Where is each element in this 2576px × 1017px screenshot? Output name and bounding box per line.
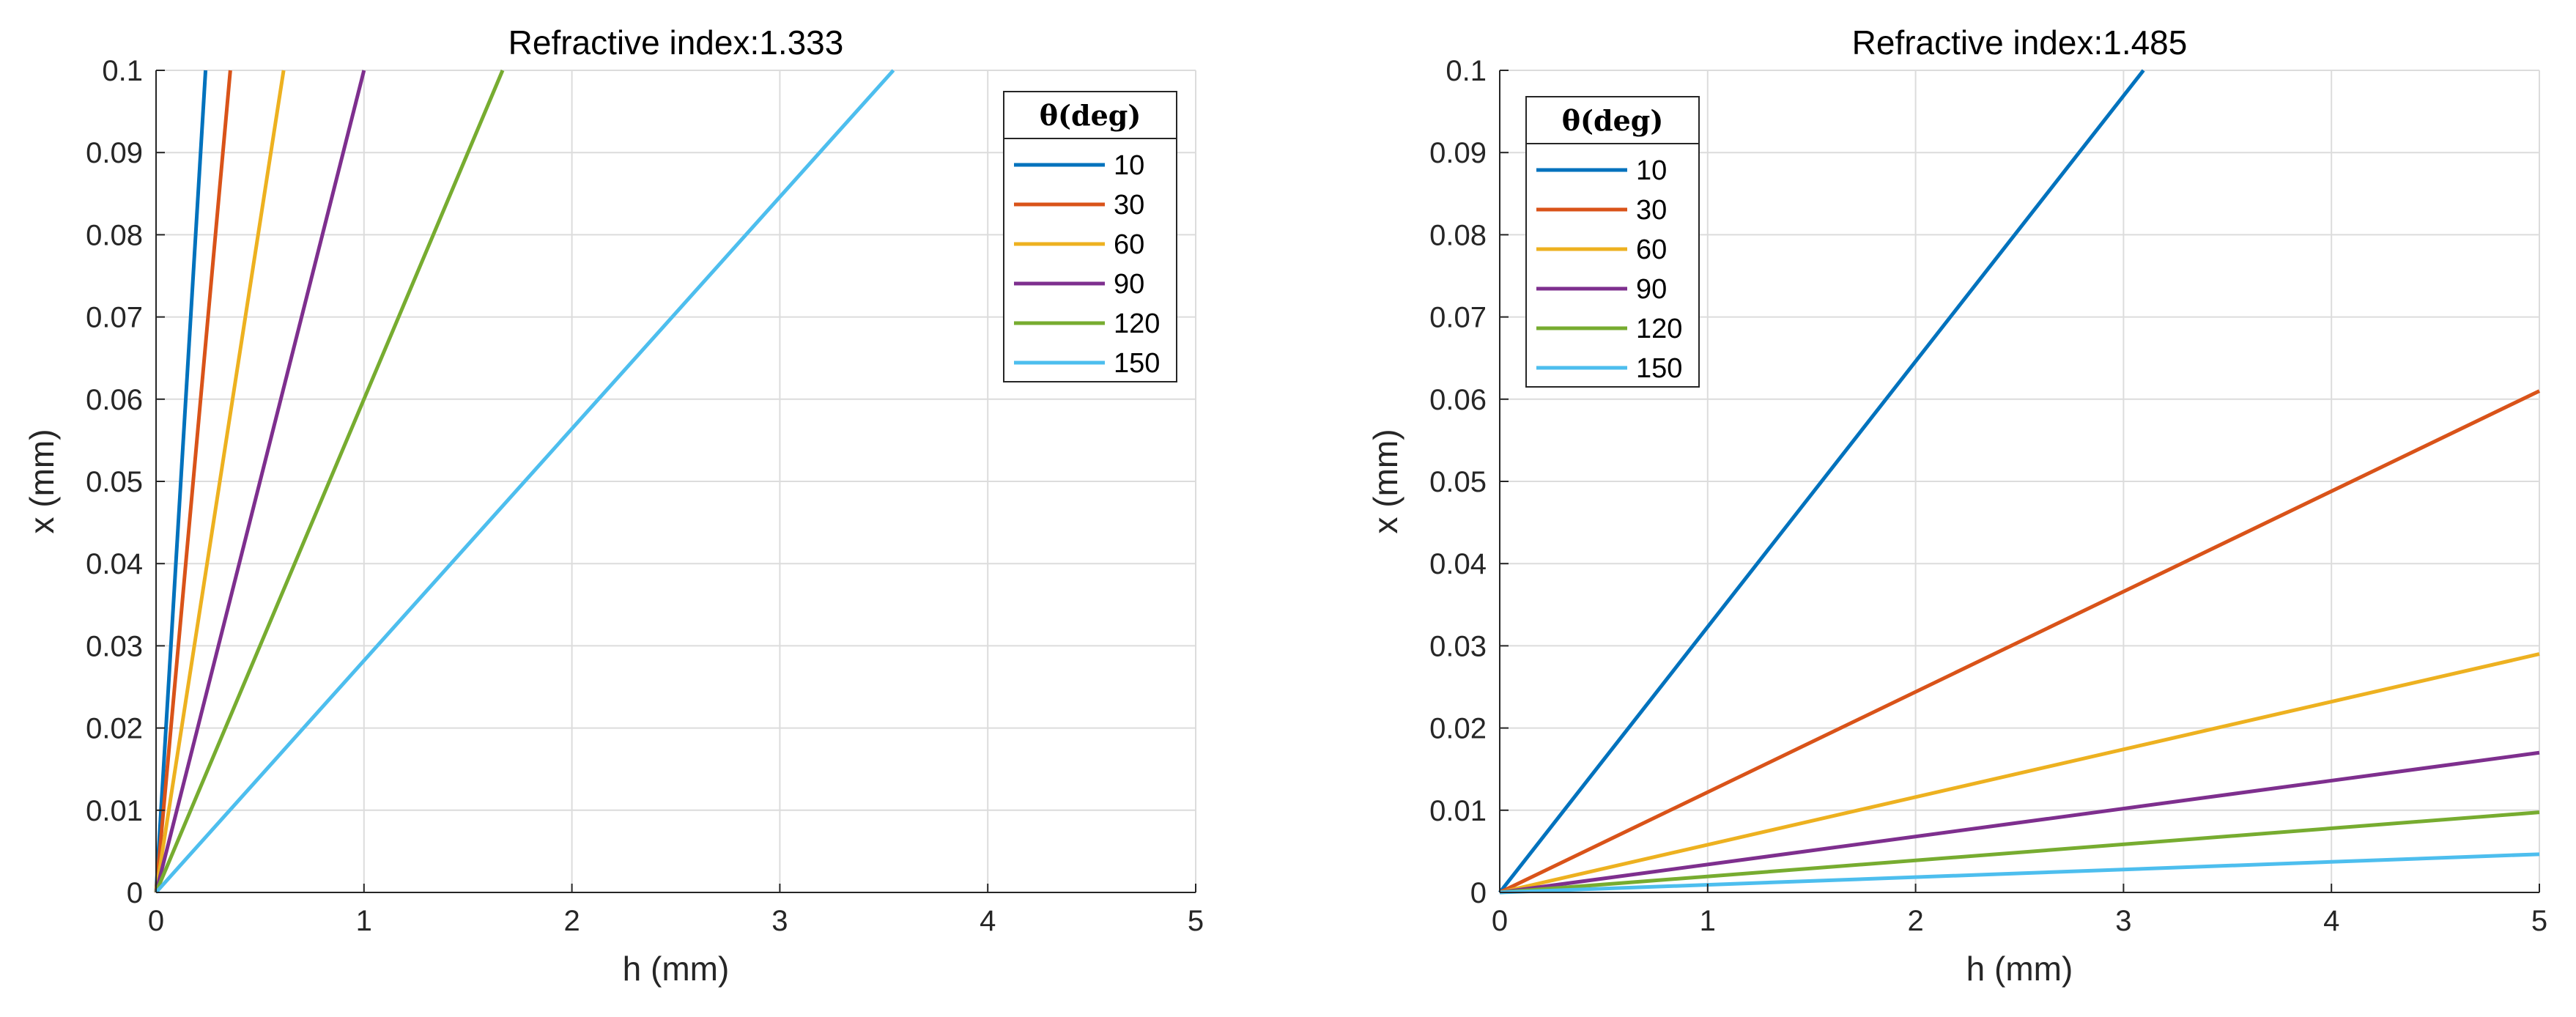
legend-label-120: 120 bbox=[1636, 314, 1682, 344]
y-tick-label: 0.1 bbox=[1446, 55, 1487, 87]
y-tick-label: 0.05 bbox=[86, 466, 143, 498]
y-tick-label: 0.03 bbox=[86, 630, 143, 662]
y-axis-title: x (mm) bbox=[1366, 429, 1404, 533]
y-axis-title: x (mm) bbox=[23, 429, 61, 533]
legend: θ(deg) 10 30 60 90 120 150 bbox=[1003, 91, 1177, 382]
legend-label-150: 150 bbox=[1114, 348, 1160, 379]
y-tick-label: 0.09 bbox=[86, 137, 143, 169]
x-tick-label: 2 bbox=[563, 905, 580, 937]
series-line-90 bbox=[154, 70, 366, 893]
x-tick-label: 3 bbox=[2115, 905, 2131, 937]
y-tick-label: 0.07 bbox=[1429, 302, 1487, 334]
series-line-30 bbox=[154, 70, 232, 893]
y-tick-label: 0.05 bbox=[1429, 466, 1487, 498]
y-tick-label: 0 bbox=[127, 877, 143, 909]
legend-box bbox=[1525, 96, 1700, 388]
y-tick-label: 0.04 bbox=[1429, 548, 1487, 580]
x-tick-label: 5 bbox=[2531, 905, 2547, 937]
legend-label-10: 10 bbox=[1636, 155, 1667, 186]
chart-title: Refractive index:1.485 bbox=[1852, 23, 2188, 62]
y-tick-label: 0.06 bbox=[1429, 384, 1487, 416]
x-tick-label: 0 bbox=[148, 905, 164, 937]
series-line-150 bbox=[1499, 852, 2540, 895]
y-tick-label: 0.01 bbox=[86, 795, 143, 827]
y-tick-label: 0.08 bbox=[86, 219, 143, 251]
y-tick-label: 0.04 bbox=[86, 548, 143, 580]
y-tick-label: 0.07 bbox=[86, 302, 143, 334]
x-tick-label: 1 bbox=[1700, 905, 1716, 937]
legend: θ(deg) 10 30 60 90 120 150 bbox=[1525, 96, 1700, 388]
chart-2: 0 1 2 3 4 5 0 0.01 0.02 0.03 0.04 0.05 0.06 0.07 0.08 0… bbox=[1366, 23, 2547, 988]
x-tick-label: 4 bbox=[2323, 905, 2339, 937]
x-tick-label: 3 bbox=[771, 905, 788, 937]
x-axis-title: h (mm) bbox=[1966, 950, 2073, 988]
series-line-120 bbox=[154, 70, 505, 893]
series-line-120 bbox=[1499, 810, 2540, 895]
legend-label-90: 90 bbox=[1636, 274, 1667, 305]
legend-label-120: 120 bbox=[1114, 308, 1160, 339]
x-tick-label: 2 bbox=[1907, 905, 1923, 937]
series-line-10 bbox=[154, 70, 208, 893]
y-tick-label: 0.09 bbox=[1429, 137, 1487, 169]
x-tick-label: 4 bbox=[980, 905, 996, 937]
y-tick-label: 0.08 bbox=[1429, 219, 1487, 251]
chart-title: Refractive index:1.333 bbox=[508, 23, 844, 62]
series-line-60 bbox=[154, 70, 286, 893]
legend-title: θ(deg) bbox=[1040, 99, 1141, 132]
y-tick-label: 0.1 bbox=[102, 55, 143, 87]
y-tick-label: 0.02 bbox=[1429, 713, 1487, 745]
legend-title: θ(deg) bbox=[1562, 104, 1664, 137]
series-line-10 bbox=[1498, 69, 2145, 894]
legend-label-90: 90 bbox=[1114, 269, 1144, 300]
y-tick-label: 0.03 bbox=[1429, 630, 1487, 662]
legend-label-10: 10 bbox=[1114, 150, 1144, 181]
y-tick-label: 0.01 bbox=[1429, 795, 1487, 827]
series-line-90 bbox=[1499, 750, 2540, 895]
x-tick-label: 5 bbox=[1188, 905, 1204, 937]
y-tick-label: 0.02 bbox=[86, 713, 143, 745]
series-line-150 bbox=[155, 69, 895, 894]
y-tick-label: 0.06 bbox=[86, 384, 143, 416]
x-tick-label: 1 bbox=[356, 905, 372, 937]
legend-box bbox=[1003, 91, 1177, 382]
legend-label-60: 60 bbox=[1114, 229, 1144, 260]
legend-label-30: 30 bbox=[1636, 195, 1667, 226]
y-tick-label: 0 bbox=[1470, 877, 1487, 909]
series-line-60 bbox=[1499, 652, 2540, 895]
x-tick-label: 0 bbox=[1492, 905, 1508, 937]
legend-label-30: 30 bbox=[1114, 190, 1144, 221]
x-axis-title: h (mm) bbox=[623, 950, 730, 988]
chart-1: 0 1 2 3 4 5 0 0.01 0.02 0.03 0.04 0.05 0.06 0.07 0.08 0… bbox=[23, 23, 1204, 988]
series-line-30 bbox=[1498, 389, 2541, 895]
legend-label-150: 150 bbox=[1636, 353, 1682, 384]
legend-label-60: 60 bbox=[1636, 234, 1667, 265]
